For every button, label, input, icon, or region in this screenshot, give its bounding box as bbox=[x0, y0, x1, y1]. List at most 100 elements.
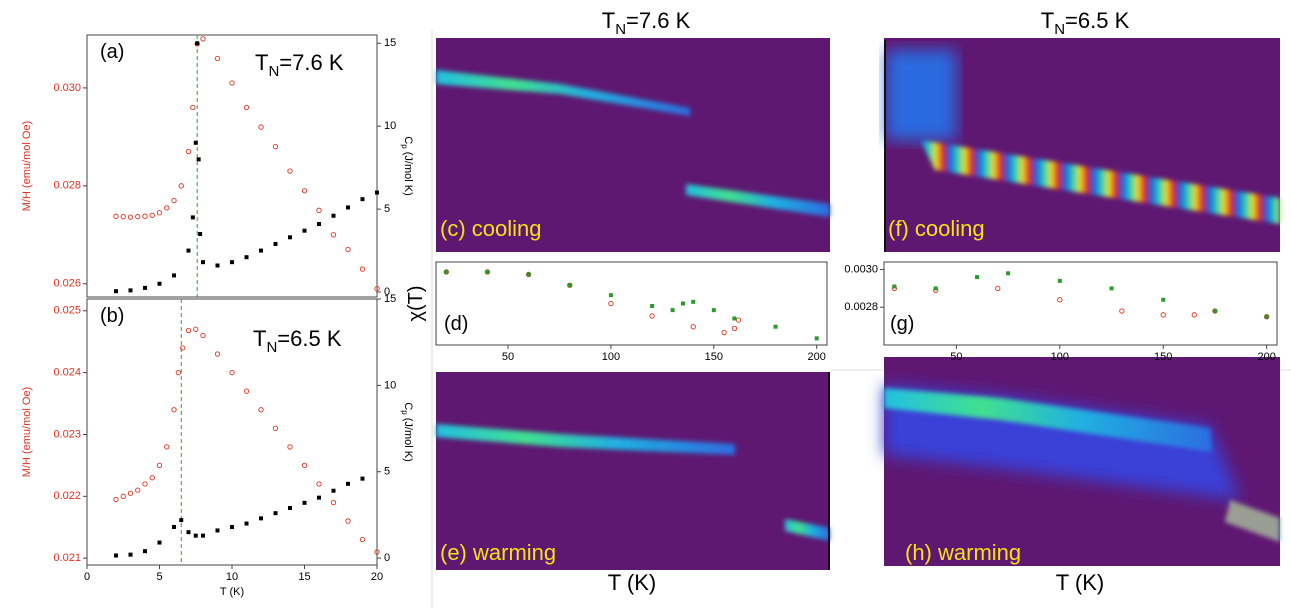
y2-tick-label: 0 bbox=[384, 552, 390, 564]
data-point bbox=[156, 210, 163, 216]
data-point bbox=[149, 212, 155, 218]
plot-frame bbox=[435, 261, 828, 346]
data-point bbox=[149, 475, 155, 481]
data-point bbox=[180, 345, 186, 351]
data-point bbox=[680, 301, 685, 306]
data-point bbox=[156, 462, 163, 469]
data-point bbox=[359, 266, 366, 272]
data-point bbox=[171, 197, 177, 204]
data-point bbox=[814, 336, 819, 341]
data-point bbox=[690, 324, 696, 330]
data-point bbox=[135, 487, 141, 493]
x-tick-label: 200 bbox=[808, 351, 826, 363]
plot-frame bbox=[86, 34, 378, 298]
data-point bbox=[670, 308, 675, 313]
data-point bbox=[143, 285, 147, 290]
data-point bbox=[273, 241, 278, 246]
data-point bbox=[301, 462, 308, 469]
annotation-part: T bbox=[253, 326, 266, 351]
title-part: T bbox=[602, 8, 615, 33]
x-tick-label: 150 bbox=[705, 351, 723, 363]
data-point bbox=[1109, 286, 1114, 291]
data-point bbox=[113, 213, 119, 219]
data-point bbox=[175, 369, 182, 376]
y-axis-label: χ(T) bbox=[405, 285, 427, 321]
data-point bbox=[302, 500, 307, 505]
data-point bbox=[244, 255, 249, 260]
y2-tick-label: 10 bbox=[384, 120, 396, 132]
data-point bbox=[933, 286, 938, 291]
data-point bbox=[127, 490, 134, 496]
y2-tick-label: 10 bbox=[384, 379, 396, 391]
data-point bbox=[360, 476, 365, 481]
data-point bbox=[1264, 314, 1270, 320]
data-point bbox=[485, 269, 490, 274]
data-point bbox=[735, 317, 742, 323]
data-point bbox=[201, 533, 205, 538]
data-point bbox=[259, 516, 263, 521]
data-point bbox=[172, 525, 176, 529]
data-point bbox=[186, 530, 191, 535]
data-point bbox=[258, 407, 264, 413]
x-tick-label: 150 bbox=[1154, 351, 1172, 363]
data-point bbox=[331, 488, 336, 493]
data-point bbox=[1006, 271, 1011, 276]
y2-tick-label: 5 bbox=[384, 466, 390, 478]
data-point bbox=[567, 282, 573, 288]
y2-label-part: C bbox=[402, 136, 414, 144]
y-tick-label: 0.028 bbox=[53, 180, 81, 192]
data-point bbox=[127, 214, 134, 220]
data-point bbox=[229, 80, 235, 86]
x-tick-label: 100 bbox=[1051, 351, 1069, 363]
data-point bbox=[171, 407, 177, 413]
data-point bbox=[1161, 297, 1166, 302]
data-point bbox=[1057, 278, 1062, 283]
data-point bbox=[200, 36, 206, 42]
data-point bbox=[258, 124, 264, 130]
data-point bbox=[178, 183, 184, 189]
data-point bbox=[892, 284, 897, 289]
panel-label: (f) cooling bbox=[888, 216, 985, 241]
data-point bbox=[330, 499, 337, 506]
data-point bbox=[301, 188, 308, 194]
data-point bbox=[230, 260, 234, 265]
data-point bbox=[316, 207, 322, 213]
y2-label-part: p bbox=[400, 410, 409, 415]
data-point bbox=[196, 157, 201, 162]
title-part: T bbox=[1041, 8, 1054, 33]
annotation-part: N bbox=[266, 339, 277, 356]
title-sub: N bbox=[1054, 21, 1065, 38]
data-point bbox=[243, 104, 250, 111]
data-point bbox=[317, 495, 321, 500]
data-point bbox=[185, 148, 192, 155]
x-tick-label: 5 bbox=[156, 571, 162, 583]
data-point bbox=[259, 248, 263, 253]
y2-label-part: p bbox=[400, 144, 409, 149]
data-point bbox=[185, 327, 192, 334]
data-point bbox=[186, 248, 191, 253]
y2-axis-label: Cp (J/mol K) bbox=[400, 402, 414, 461]
annotation-part: =6.5 K bbox=[277, 326, 342, 351]
y2-label-part: (J/mol K) bbox=[402, 415, 414, 462]
data-point bbox=[287, 444, 293, 450]
data-point bbox=[128, 288, 133, 293]
annotation-part: T bbox=[255, 50, 268, 75]
data-point bbox=[120, 214, 126, 220]
data-point bbox=[200, 332, 206, 339]
panel-label: (g) bbox=[890, 313, 914, 335]
data-point bbox=[375, 190, 379, 195]
data-point bbox=[317, 222, 321, 227]
data-point bbox=[164, 444, 170, 450]
heatmap bbox=[884, 38, 1280, 252]
data-point bbox=[484, 269, 491, 275]
data-point bbox=[345, 246, 351, 253]
x-tick-label: 50 bbox=[950, 351, 962, 363]
annotation: TN=7.6 K bbox=[255, 50, 344, 80]
data-point bbox=[230, 525, 234, 529]
data-point bbox=[995, 285, 1001, 292]
data-point bbox=[142, 481, 148, 487]
data-point bbox=[649, 313, 655, 319]
x-axis-label: T (K) bbox=[1056, 570, 1104, 595]
panel-label: (b) bbox=[100, 305, 124, 327]
data-point bbox=[190, 215, 195, 220]
